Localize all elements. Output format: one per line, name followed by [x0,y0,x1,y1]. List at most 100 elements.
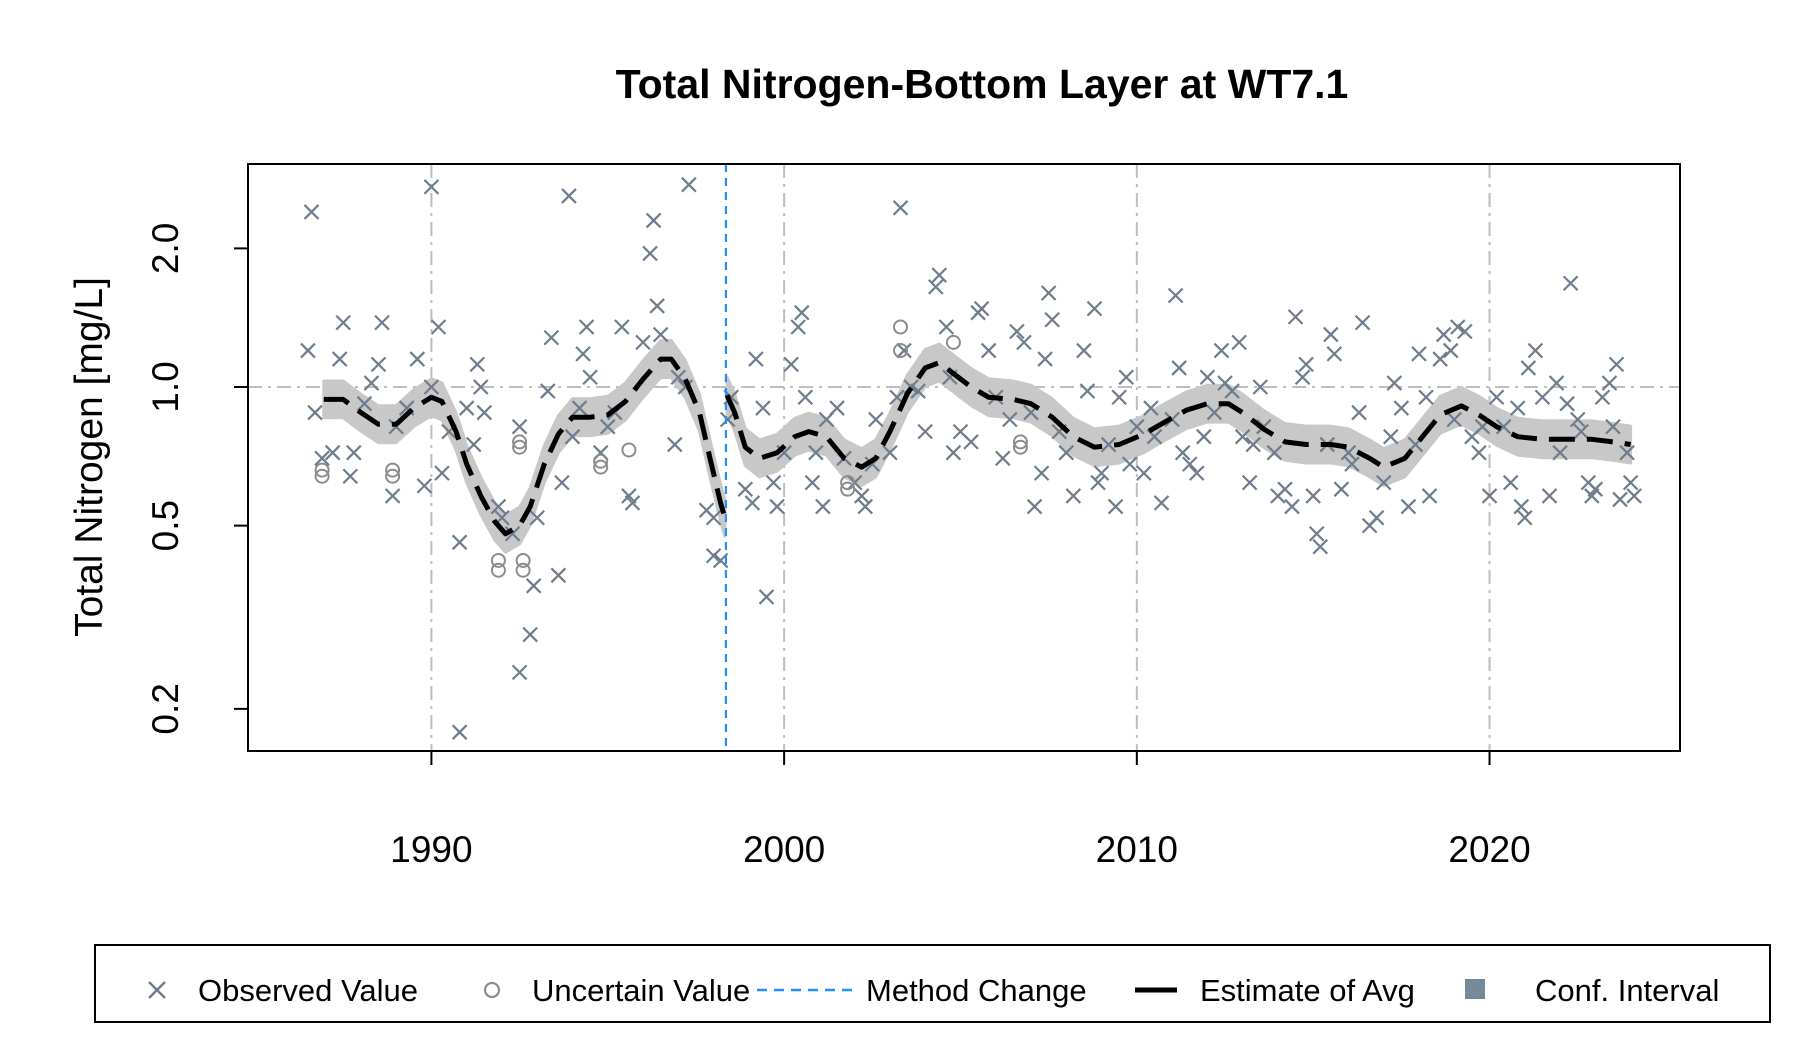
observed-point [346,444,362,461]
observed-point [642,245,658,262]
observed-point [1009,323,1025,340]
x-tick-label: 2010 [1096,829,1178,870]
legend-uncertain-marker [483,981,501,999]
legend-item: Estimate of Avg [1135,973,1415,1008]
observed-point [1245,436,1261,453]
observed-point [314,450,330,467]
observed-point [797,389,814,406]
observed-point [719,411,736,428]
observed-point [910,383,926,399]
observed-point [465,436,482,453]
observed-point [1231,334,1247,351]
observed-point [1513,498,1530,515]
uncertain-point [1012,439,1028,455]
y-axis: 0.2 0.5 1.0 2.0 [145,223,249,735]
x-tick-label: 2020 [1448,829,1530,870]
x-tick-label: 2000 [743,829,825,870]
estimate-of-avg-line [323,356,1631,537]
observed-point [868,411,884,428]
observed-point [571,400,588,416]
observed-point [737,481,754,497]
observed-point [1079,383,1096,399]
observed-point [1450,319,1466,335]
uncertain-point [593,459,609,475]
observed-point [430,319,447,335]
observed-point [1037,351,1053,367]
observed-point [1044,311,1060,328]
observed-point [1129,418,1145,435]
observed-point [1509,400,1526,416]
observed-point [1090,474,1106,491]
uncertain-point [893,319,909,335]
observed-point [815,498,831,515]
observed-point [945,444,962,461]
observed-point [1107,498,1124,515]
observed-point [1287,309,1304,325]
observed-point [1520,360,1537,376]
observed-point [765,474,782,491]
observed-point [1541,488,1558,504]
y-tick-label: 0.5 [145,500,186,551]
observed-point [561,188,577,204]
observed-point [469,356,486,373]
observed-point [1224,383,1240,399]
observed-point [804,474,821,491]
observed-point [356,395,373,412]
observed-point [857,498,874,515]
observed-point [1333,481,1350,497]
observed-point [342,468,359,485]
observed-point [1086,300,1103,317]
observed-point [1569,411,1586,428]
observed-point [1626,488,1642,504]
observed-point [582,369,598,386]
legend-label: Method Change [866,973,1087,1008]
legend-item: Observed Value [148,973,418,1008]
observed-point [370,356,387,373]
observed-point [575,346,591,362]
observed-point [423,379,440,395]
chart-title: Total Nitrogen-Bottom Layer at WT7.1 [616,61,1349,107]
observed-point [1601,375,1618,391]
legend-label: Conf. Interval [1535,973,1719,1008]
observed-point [1016,334,1032,351]
legend-label: Observed Value [198,973,418,1008]
uncertain-point [490,552,506,568]
observed-point [578,319,595,335]
observed-point [416,478,433,494]
observed-point [1065,488,1082,504]
observed-point [1121,456,1138,472]
observed-point [324,444,341,461]
observed-point [331,351,348,367]
observed-point [1400,498,1417,515]
observed-point [1206,404,1223,421]
observed-point [1605,418,1621,435]
observed-point [681,176,697,193]
uncertain-point [515,562,531,578]
observed-point [670,369,687,386]
observed-point [1305,488,1321,504]
observed-point [808,444,824,461]
y-tick-label: 2.0 [145,223,186,274]
observed-point [1594,389,1611,406]
observed-point [1411,346,1427,362]
observed-point [543,329,560,346]
observed-point [1471,444,1487,461]
observed-point [938,319,955,335]
uncertain-point [314,462,330,478]
observed-point [1136,465,1152,481]
uncertain-point [490,562,506,578]
uncertain-point [314,468,330,484]
observed-point [882,444,898,461]
observed-point [931,267,948,283]
uncertain-point [512,434,528,450]
uncertain-point [385,462,401,478]
observed-point [635,334,651,351]
observed-point [458,400,475,416]
observed-point [892,200,909,216]
observed-point [1432,351,1448,367]
observed-point [525,578,542,594]
uncertain-point [893,343,909,359]
observed-point [1058,444,1075,461]
estimate-line-segment [724,360,1631,470]
observed-point [554,474,570,491]
